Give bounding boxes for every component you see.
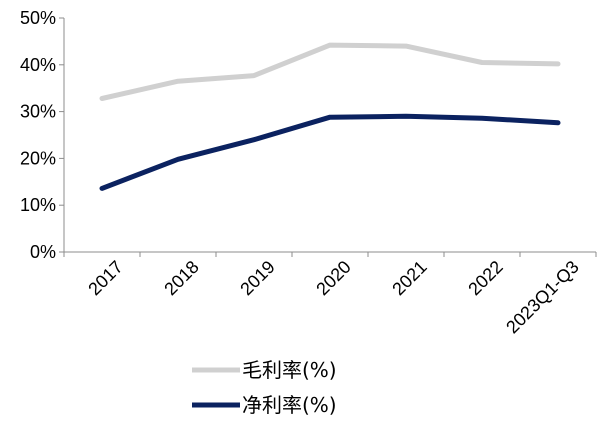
y-tick-label: 10% bbox=[20, 195, 56, 215]
x-tick-label: 2018 bbox=[160, 257, 202, 299]
legend: 毛利率(%) 净利率(%) bbox=[192, 358, 337, 416]
data-point bbox=[102, 188, 103, 189]
data-point bbox=[178, 81, 179, 82]
data-point bbox=[330, 45, 331, 46]
x-tick-label: 2023Q1-Q3 bbox=[502, 257, 583, 338]
data-point bbox=[254, 139, 255, 140]
data-point bbox=[558, 122, 559, 123]
data-point bbox=[102, 98, 103, 99]
x-tick-label: 2020 bbox=[312, 257, 354, 299]
y-tick-label: 30% bbox=[20, 102, 56, 122]
y-tick-label: 0% bbox=[30, 242, 56, 262]
data-point bbox=[330, 117, 331, 118]
x-tick-label: 2019 bbox=[236, 257, 278, 299]
series-line-0 bbox=[102, 45, 558, 98]
chart-axes bbox=[64, 18, 596, 252]
legend-label: 净利率(%) bbox=[242, 393, 337, 416]
y-tick-label: 50% bbox=[20, 8, 56, 28]
y-axis-ticks: 0% 10% 20% 30% 40% 50% bbox=[20, 8, 64, 262]
data-point bbox=[558, 63, 559, 64]
data-point bbox=[482, 62, 483, 63]
y-tick-label: 40% bbox=[20, 55, 56, 75]
x-tick-label: 2017 bbox=[84, 257, 126, 299]
x-tick-label: 2021 bbox=[388, 257, 430, 299]
legend-label: 毛利率(%) bbox=[242, 358, 337, 382]
x-tick-label: 2022 bbox=[464, 257, 506, 299]
data-point bbox=[406, 46, 407, 47]
y-tick-label: 20% bbox=[20, 148, 56, 168]
data-point bbox=[254, 75, 255, 76]
data-point bbox=[482, 118, 483, 119]
series-layer bbox=[102, 45, 559, 189]
data-point bbox=[178, 159, 179, 160]
series-line-1 bbox=[102, 116, 558, 188]
data-point bbox=[406, 116, 407, 117]
